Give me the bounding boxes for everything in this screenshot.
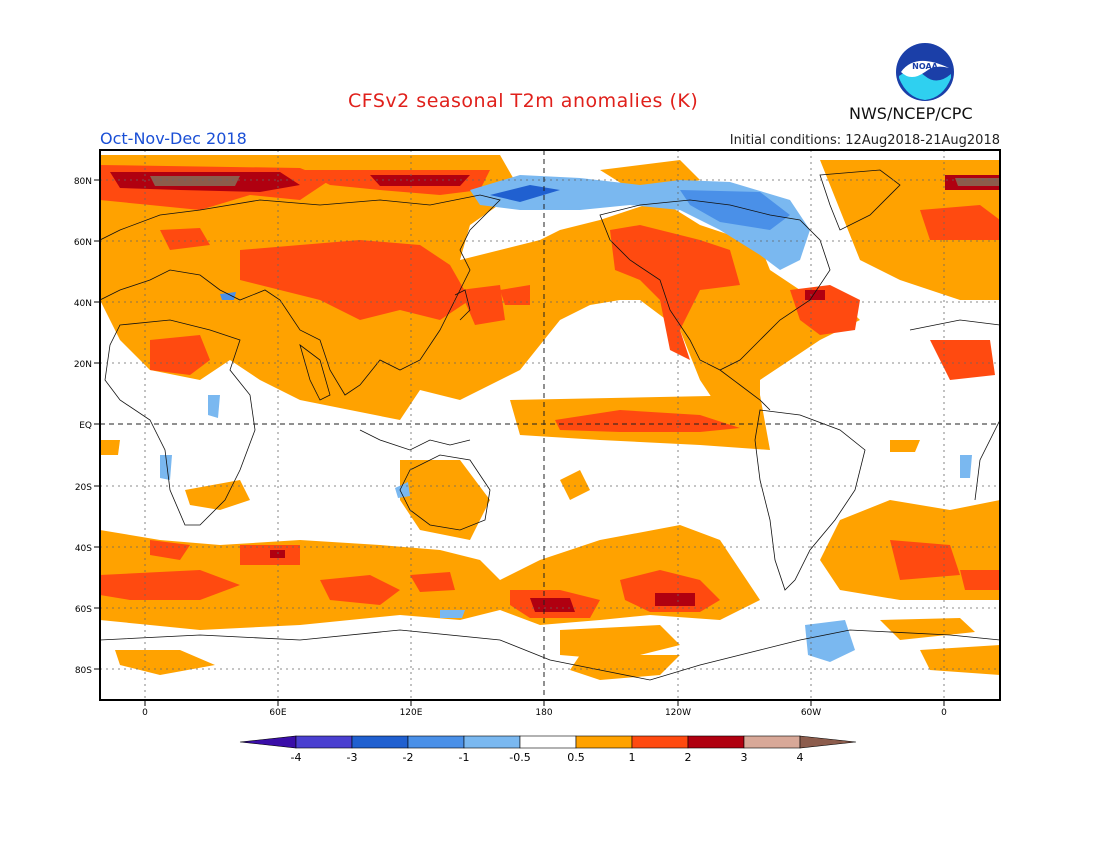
x-tick-marks <box>144 700 945 706</box>
y-tick-label: 20N <box>74 360 92 370</box>
colorbar-swatch <box>743 735 801 749</box>
x-tick-labels: 0 60E 120E 180 120W 60W 0 <box>142 708 947 718</box>
anomaly-blue-regions <box>160 175 972 662</box>
colorbar-swatch <box>295 735 353 749</box>
colorbar-swatch <box>631 735 689 749</box>
y-tick-label: EQ <box>79 421 92 431</box>
y-tick-marks <box>94 179 100 670</box>
y-tick-label: 40N <box>74 299 92 309</box>
colorbar-swatch <box>575 735 633 749</box>
colorbar-label: 1 <box>629 751 636 764</box>
reference-lines <box>100 150 1000 700</box>
colorbar-swatch <box>687 735 745 749</box>
agency-label: NWS/NCEP/CPC <box>849 104 973 123</box>
x-tick-label: 120E <box>400 708 423 718</box>
y-tick-label: 40S <box>75 544 92 554</box>
colorbar-label: -4 <box>291 751 302 764</box>
x-tick-label: 0 <box>941 708 947 718</box>
map-frame <box>99 149 1001 701</box>
initial-conditions-label: Initial conditions: 12Aug2018-21Aug2018 <box>729 133 1000 148</box>
y-tick-label: 60S <box>75 605 92 615</box>
anomaly-field <box>100 150 1000 700</box>
y-tick-label: 80S <box>75 666 92 676</box>
x-tick-label: 60E <box>269 708 286 718</box>
y-tick-label: 60N <box>74 238 92 248</box>
colorbar-label: 4 <box>797 751 804 764</box>
x-tick-label: 120W <box>665 708 691 718</box>
colorbar-label: -3 <box>347 751 358 764</box>
noaa-logo: NOAA <box>896 43 954 101</box>
anomaly-red-regions <box>100 165 1000 618</box>
colorbar-arrow-min <box>239 735 297 749</box>
logo-text: NOAA <box>912 62 938 71</box>
colorbar-swatch <box>463 735 521 749</box>
x-tick-label: 180 <box>535 708 552 718</box>
colorbar-swatch <box>351 735 409 749</box>
colorbar-swatch <box>519 735 577 749</box>
y-tick-labels: 80N 60N 40N 20N EQ 20S 40S 60S 80S <box>74 177 92 676</box>
colorbar-label: -1 <box>459 751 470 764</box>
colorbar-label: 0.5 <box>567 751 585 764</box>
colorbar-swatch <box>407 735 465 749</box>
map-title: CFSv2 seasonal T2m anomalies (K) <box>348 90 699 112</box>
colorbar-label: -0.5 <box>509 751 530 764</box>
colorbar: -4 -3 -2 -1 -0.5 0.5 1 2 3 4 <box>239 735 857 764</box>
y-tick-label: 80N <box>74 177 92 187</box>
coastlines <box>100 169 1000 681</box>
colorbar-label: 2 <box>685 751 692 764</box>
x-tick-label: 60W <box>801 708 821 718</box>
season-label: Oct-Nov-Dec 2018 <box>100 129 247 148</box>
x-tick-label: 0 <box>142 708 148 718</box>
map-gridlines <box>100 150 1000 700</box>
colorbar-arrow-max <box>799 735 857 749</box>
colorbar-label: -2 <box>403 751 414 764</box>
colorbar-label: 3 <box>741 751 748 764</box>
y-tick-label: 20S <box>75 483 92 493</box>
